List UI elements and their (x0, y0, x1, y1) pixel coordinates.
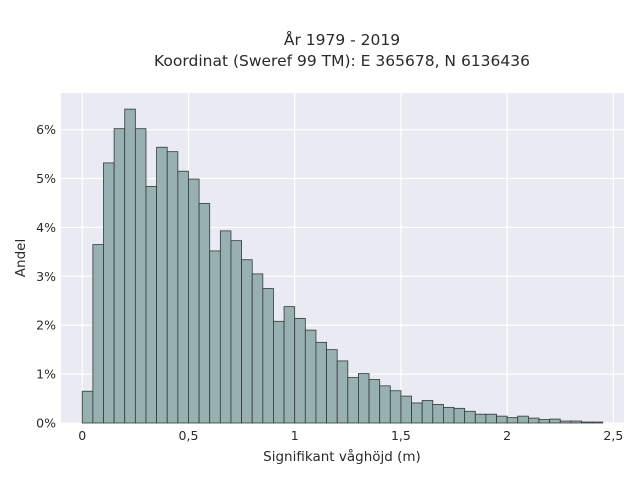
histogram-bar (527, 417, 540, 424)
y-tick-label: 6% (36, 122, 56, 137)
y-tick-label: 4% (36, 220, 56, 235)
histogram-bar (251, 273, 264, 424)
y-tick-label: 2% (36, 318, 56, 333)
x-tick-labels: 0 0,5 1 1,5 2 2,5 (78, 428, 623, 443)
y-tick-labels: 0% 1% 2% 3% 4% 5% 6% (36, 122, 56, 430)
histogram-bar (273, 320, 285, 424)
histogram-bar (304, 329, 317, 424)
y-tick-label: 3% (36, 269, 56, 284)
histogram-bar (166, 151, 179, 424)
histogram-bar (443, 406, 455, 424)
histogram-bar (506, 417, 519, 424)
histogram-bar (496, 415, 508, 424)
y-axis-label: Andel (13, 239, 29, 277)
histogram-bar (368, 379, 381, 424)
histogram-bar (283, 306, 296, 424)
histogram-bar (294, 317, 306, 424)
histogram-bar (134, 128, 147, 424)
histogram-bar (421, 400, 434, 424)
x-tick-label: 2 (503, 428, 511, 443)
histogram-bar (411, 402, 423, 424)
x-tick-label: 1,5 (391, 428, 411, 443)
chart-title: År 1979 - 2019 (284, 30, 400, 49)
chart-subtitle: Koordinat (Sweref 99 TM): E 365678, N 61… (154, 52, 530, 70)
histogram-bar (591, 421, 604, 424)
histogram-bar (198, 203, 211, 424)
histogram-bar (262, 288, 274, 424)
y-tick-label: 0% (36, 416, 56, 431)
histogram-bar (400, 395, 412, 424)
x-tick-label: 0,5 (179, 428, 199, 443)
histogram-bar (549, 418, 561, 424)
histogram-bar (358, 373, 370, 424)
histogram-bar (103, 162, 115, 424)
histogram-bar (570, 420, 582, 424)
histogram-bars (81, 108, 604, 424)
histogram-bar (453, 407, 466, 424)
histogram-bar (347, 377, 359, 424)
histogram-bar (92, 244, 104, 424)
y-tick-label: 5% (36, 171, 56, 186)
x-tick-label: 1 (291, 428, 299, 443)
histogram-bar (145, 185, 158, 424)
histogram-bar (188, 178, 200, 424)
histogram-bar (81, 390, 94, 424)
histogram-bar (336, 360, 349, 424)
histogram-bar (389, 390, 402, 424)
histogram-bar (156, 146, 168, 424)
histogram-bar (326, 349, 338, 424)
histogram-bar (581, 421, 593, 424)
histogram-bar (538, 419, 551, 424)
histogram-bar (464, 410, 476, 424)
histogram-bar (315, 341, 327, 424)
y-tick-label: 1% (36, 367, 56, 382)
histogram-bar (379, 385, 391, 424)
x-axis-label: Signifikant våghöjd (m) (263, 448, 421, 465)
x-tick-label: 2,5 (603, 428, 623, 443)
histogram-bar (559, 420, 572, 424)
histogram-bar (209, 250, 221, 424)
histogram-bar (177, 170, 189, 424)
histogram-bar (219, 230, 232, 424)
histogram-bar (241, 259, 253, 424)
histogram-bar (432, 404, 444, 424)
histogram-bar (517, 415, 529, 424)
histogram-bar (474, 413, 487, 424)
histogram-bar (485, 413, 497, 424)
histogram-bar (230, 240, 242, 424)
histogram-bar (124, 108, 136, 424)
histogram-bar (113, 128, 126, 424)
x-tick-label: 0 (78, 428, 86, 443)
